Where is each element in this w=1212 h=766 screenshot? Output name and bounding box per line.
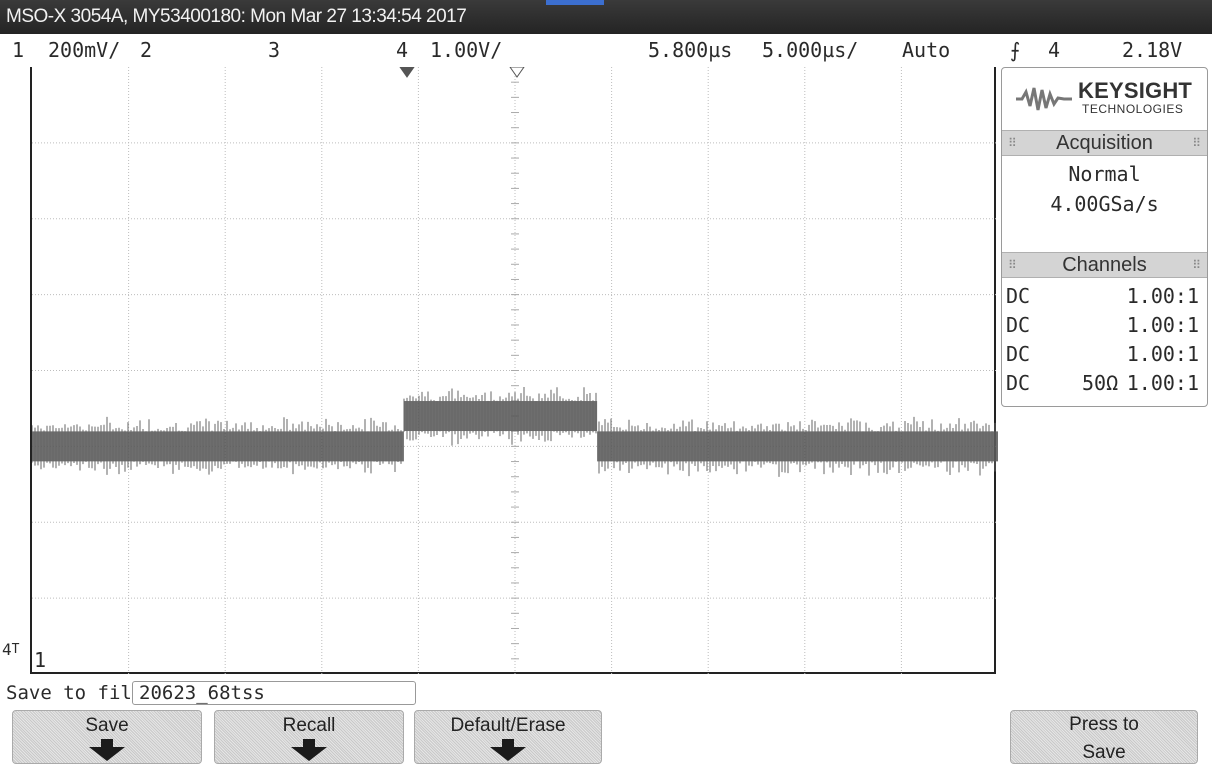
ch4-label[interactable]: 4: [396, 38, 409, 62]
channels-header[interactable]: ⠿ Channels ⠿: [1002, 252, 1207, 278]
channel-coupling: DC: [1006, 342, 1031, 366]
arrow-down-icon: [490, 739, 526, 761]
save-button[interactable]: Save: [12, 710, 202, 764]
logo-brand: KEYSIGHT: [1078, 78, 1193, 103]
channel-row-2: DC 1.00:1: [1002, 311, 1207, 340]
time-delay[interactable]: 5.800µs: [648, 38, 733, 62]
default-erase-button[interactable]: Default/Erase: [414, 710, 602, 764]
trigger-level[interactable]: 2.18V: [1122, 38, 1183, 62]
recall-button-label: Recall: [282, 715, 336, 736]
ground-marker[interactable]: 4T: [2, 640, 20, 659]
press-to-save-line2: Save: [1082, 742, 1126, 763]
title-indicator: [546, 0, 604, 5]
trigger-mode[interactable]: Auto: [902, 38, 951, 62]
channel-row-4: DC 50Ω 1.00:1: [1002, 369, 1207, 398]
waveform-high-segment: [403, 401, 598, 432]
title-bar: MSO-X 3054A, MY53400180: Mon Mar 27 13:3…: [0, 0, 1212, 34]
title-text: MSO-X 3054A, MY53400180: Mon Mar 27 13:3…: [6, 6, 467, 27]
channel-probe: 1.00:1: [1126, 284, 1199, 308]
save-to-file-label: Save to file =: [6, 682, 167, 704]
press-to-save-button[interactable]: Press to Save: [1010, 710, 1198, 764]
ch3-label[interactable]: 3: [268, 38, 281, 62]
graticule: [32, 67, 998, 674]
time-scale[interactable]: 5.000µs/: [762, 38, 859, 62]
ch4-scale[interactable]: 1.00V/: [430, 38, 503, 62]
channel-probe: 1.00:1: [1126, 342, 1199, 366]
acquisition-title: Acquisition: [1056, 132, 1153, 154]
grip-icon: ⠿: [1008, 258, 1017, 272]
channel-probe: 1.00:1: [1126, 371, 1199, 395]
keysight-wave-icon: [1016, 87, 1072, 111]
ch1-scale[interactable]: 200mV/: [48, 38, 121, 62]
acquisition-rate: 4.00GSa/s: [1050, 192, 1159, 216]
side-panel: KEYSIGHT TECHNOLOGIES ⠿ Acquisition ⠿ No…: [1001, 67, 1208, 407]
channels-title: Channels: [1062, 254, 1147, 276]
ch2-label[interactable]: 2: [140, 38, 153, 62]
time-reference-marker[interactable]: [509, 67, 525, 78]
acquisition-header[interactable]: ⠿ Acquisition ⠿: [1002, 130, 1207, 156]
channel-1-marker[interactable]: 1: [34, 648, 47, 672]
keysight-logo: KEYSIGHT TECHNOLOGIES: [1010, 72, 1200, 130]
arrow-down-icon: [89, 739, 125, 761]
logo-sub: TECHNOLOGIES: [1082, 102, 1184, 116]
channel-row-3: DC 1.00:1: [1002, 340, 1207, 369]
waveform-low-segment: [597, 431, 998, 462]
channel-probe: 1.00:1: [1126, 313, 1199, 337]
waveform-display[interactable]: [30, 67, 998, 674]
ground-marker-label: 4: [2, 640, 12, 659]
grip-icon: ⠿: [1192, 136, 1201, 150]
save-button-label: Save: [85, 715, 129, 736]
channel-row-1: DC 1.00:1: [1002, 282, 1207, 311]
ch1-label[interactable]: 1: [12, 38, 25, 62]
status-row: 1 200mV/ 2 3 4 1.00V/ 5.800µs 5.000µs/ A…: [0, 34, 1212, 66]
press-to-save-line1: Press to: [1069, 714, 1139, 735]
filename-field[interactable]: 20623_68tss: [132, 681, 416, 705]
grip-icon: ⠿: [1192, 258, 1201, 272]
recall-button[interactable]: Recall: [214, 710, 404, 764]
channel-coupling: DC: [1006, 284, 1031, 308]
trigger-source[interactable]: 4: [1048, 38, 1061, 62]
channel-impedance: 50Ω: [1082, 371, 1119, 395]
arrow-down-icon: [291, 739, 327, 761]
channel-coupling: DC: [1006, 313, 1031, 337]
trigger-position-marker[interactable]: [399, 67, 415, 78]
default-erase-button-label: Default/Erase: [450, 715, 566, 736]
grip-icon: ⠿: [1008, 136, 1017, 150]
acquisition-mode: Normal: [1068, 162, 1141, 186]
rising-edge-icon: ⨍: [1010, 38, 1021, 62]
channel-coupling: DC: [1006, 371, 1031, 395]
